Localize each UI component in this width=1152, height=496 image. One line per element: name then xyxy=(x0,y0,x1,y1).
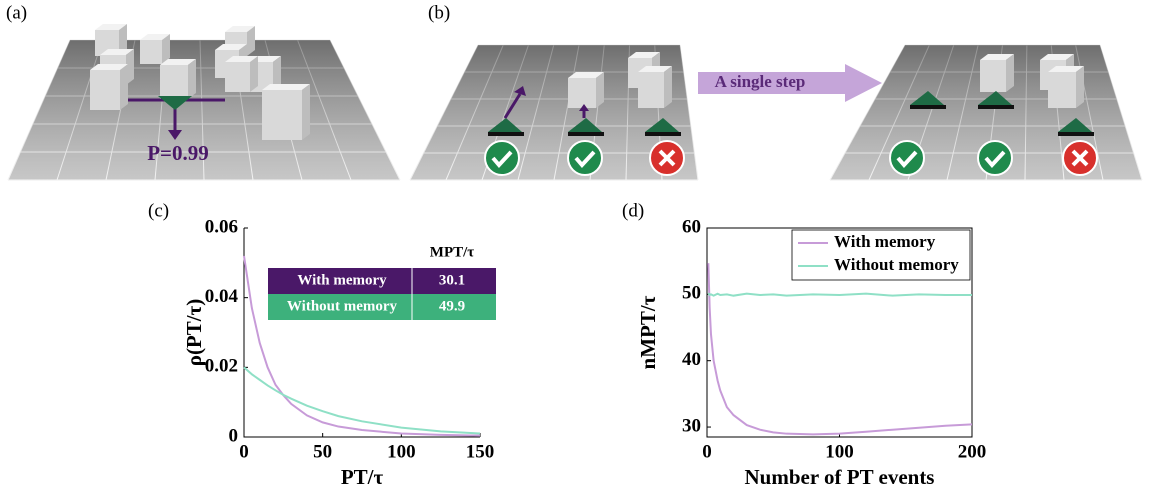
cube xyxy=(980,60,1006,92)
cube-side xyxy=(120,64,128,110)
x-tick-label: 50 xyxy=(313,441,332,462)
cube xyxy=(262,90,302,140)
cube xyxy=(638,72,664,108)
cube-side xyxy=(1076,66,1084,108)
check-icon xyxy=(568,141,602,175)
y-tick-label: 0.06 xyxy=(205,216,238,237)
cube-side xyxy=(664,66,672,108)
cube-side xyxy=(188,59,196,99)
x-tick-label: 0 xyxy=(239,441,249,462)
cube-side xyxy=(1006,54,1014,92)
table-cell: Without memory xyxy=(287,298,398,314)
arrow-label: A single step xyxy=(715,72,806,91)
x-tick-label: 200 xyxy=(958,441,987,462)
check-icon xyxy=(890,141,924,175)
cube xyxy=(140,40,162,64)
cube xyxy=(1048,72,1076,108)
legend-label: With memory xyxy=(834,232,936,251)
agent-base xyxy=(568,132,604,136)
check-icon xyxy=(978,141,1012,175)
annotation: P=0.99 xyxy=(147,141,209,165)
y-tick-label: 0 xyxy=(229,425,239,446)
x-tick-label: 100 xyxy=(387,441,416,462)
panel-label: (c) xyxy=(148,200,169,221)
cube-side xyxy=(596,72,604,108)
table-cell: 49.9 xyxy=(439,298,465,314)
cube xyxy=(568,78,596,108)
agent-base xyxy=(1058,132,1094,136)
y-axis-label: ρ(PT/τ) xyxy=(182,299,206,367)
y-tick-label: 0.04 xyxy=(205,286,239,307)
figure: (a) (b) P=0.99 A single step (c) 0 50 100 15… xyxy=(0,0,1152,496)
series-line xyxy=(708,293,972,296)
series-line xyxy=(708,263,972,434)
cube-side xyxy=(302,84,310,140)
legend-label: Without memory xyxy=(834,255,959,274)
y-axis-label: nMPT/τ xyxy=(636,295,660,369)
x-axis-label: Number of PT events xyxy=(745,465,935,489)
cube-top xyxy=(262,84,310,90)
table-cell: 30.1 xyxy=(439,272,465,288)
x-axis-label: PT/τ xyxy=(341,465,384,489)
cube xyxy=(160,65,188,99)
agent-base xyxy=(488,132,524,136)
x-tick-label: 100 xyxy=(825,441,854,462)
x-tick-label: 150 xyxy=(466,441,495,462)
agent-base xyxy=(910,105,946,109)
panel-label: (b) xyxy=(428,2,450,23)
y-tick-label: 60 xyxy=(682,216,701,237)
check-icon xyxy=(485,141,519,175)
cube-side xyxy=(250,56,258,92)
x-tick-label: 0 xyxy=(702,441,712,462)
panel-label: (d) xyxy=(622,200,644,221)
table-header: MPT/τ xyxy=(430,244,474,260)
y-tick-label: 30 xyxy=(682,415,701,436)
panel-label: (a) xyxy=(6,2,27,23)
series-line xyxy=(244,367,480,433)
cube xyxy=(90,70,120,110)
agent-base xyxy=(978,105,1014,109)
y-tick-label: 40 xyxy=(682,349,701,370)
table-cell: With memory xyxy=(297,272,387,288)
y-tick-label: 50 xyxy=(682,283,701,304)
agent-base xyxy=(645,132,681,136)
y-tick-label: 0.02 xyxy=(205,356,238,377)
cube xyxy=(225,62,250,92)
